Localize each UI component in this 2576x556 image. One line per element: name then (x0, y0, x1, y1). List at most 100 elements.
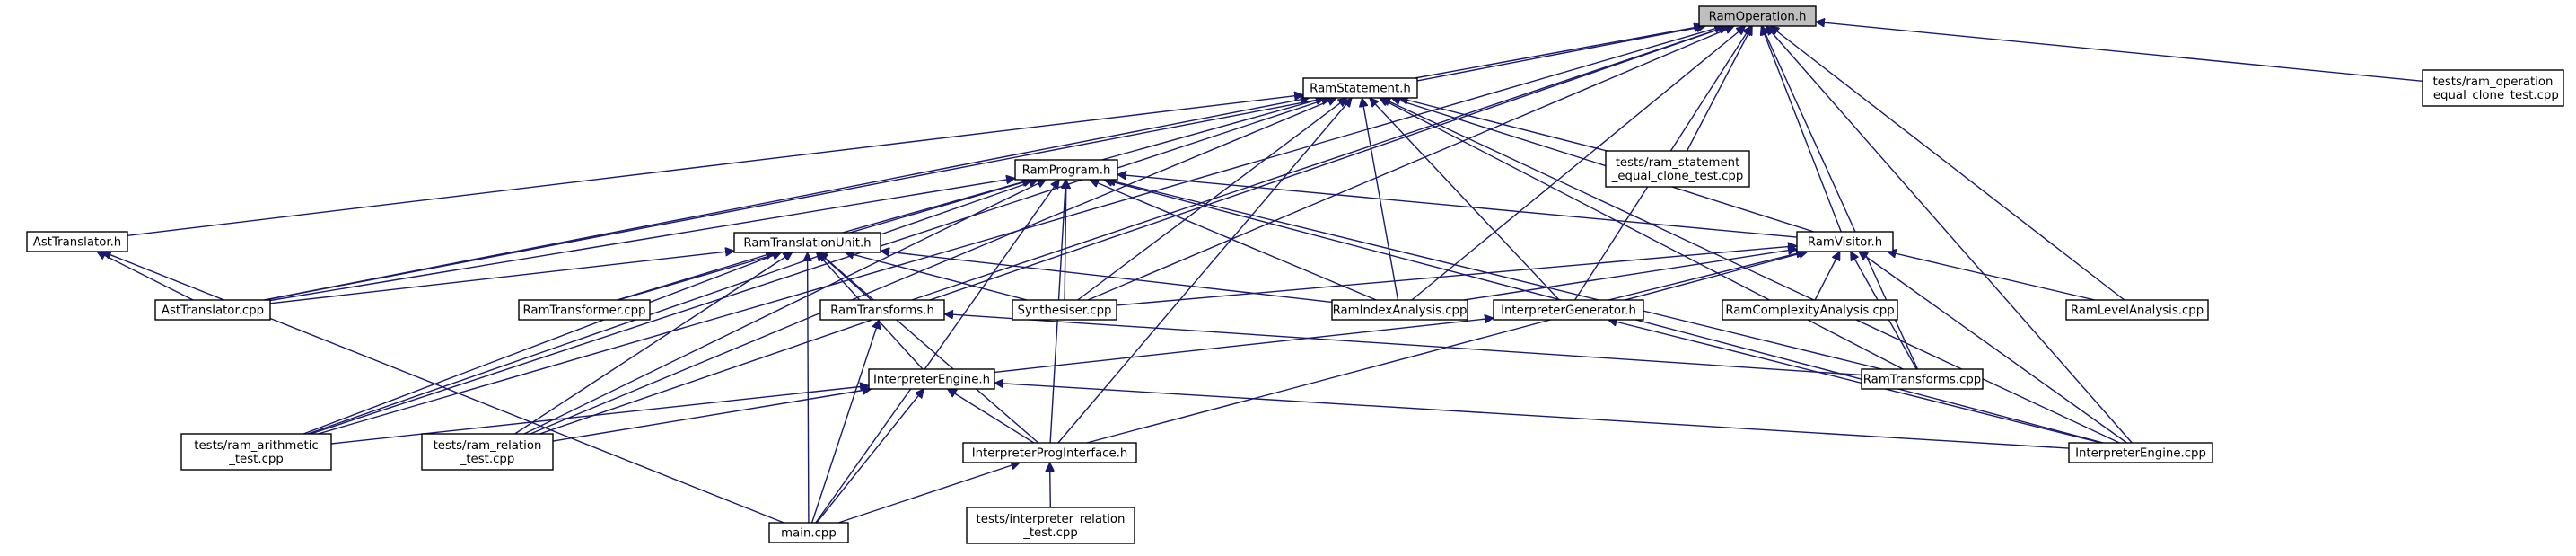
node-label: tests/interpreter_relation (977, 513, 1126, 526)
node-label: _equal_clone_test.cpp (2426, 89, 2559, 102)
node-label: RamComplexityAnalysis.cpp (1725, 304, 1894, 318)
node-ram-transforms-cpp[interactable]: RamTransforms.cpp (1861, 368, 1984, 390)
node-label: InterpreterEngine.cpp (2075, 447, 2206, 461)
node-tests-interpreter-relation-test-cpp[interactable]: tests/interpreter_relation_test.cpp (966, 507, 1135, 544)
node-label: RamIndexAnalysis.cpp (1333, 304, 1468, 318)
node-ast-translator-cpp[interactable]: AstTranslator.cpp (154, 299, 271, 321)
node-tests-ram-operation-equal-clone-test-cpp[interactable]: tests/ram_operation_equal_clone_test.cpp (2422, 69, 2564, 107)
node-label: _test.cpp (1022, 526, 1078, 540)
edge-tests-ram-relation-test-cpp-to-ram-operation-h (539, 26, 1729, 435)
node-box (1302, 77, 1418, 99)
node-ram-visitor-h[interactable]: RamVisitor.h (1796, 231, 1894, 252)
node-label: _equal_clone_test.cpp (1611, 170, 1744, 183)
edge-tests-ram-relation-test-cpp-to-ram-translation-unit-h (514, 252, 793, 435)
node-label: RamVisitor.h (1808, 236, 1882, 250)
node-label: tests/ram_operation (2432, 75, 2553, 89)
node-label: AstTranslator.cpp (162, 304, 264, 318)
edge-tests-ram-arithmetic-test-cpp-to-interpreter-engine-h (330, 386, 869, 445)
edge-ram-transforms-cpp-to-ram-program-h (1107, 180, 1882, 370)
node-interpreter-engine-h[interactable]: InterpreterEngine.h (868, 368, 995, 390)
node-box (1796, 231, 1894, 252)
edge-main-cpp-to-ast-translator-h (102, 252, 784, 524)
node-box (1722, 299, 1898, 321)
edge-main-cpp-to-ram-program-h (815, 180, 1059, 524)
node-label: RamStatement.h (1310, 83, 1411, 96)
node-ram-level-analysis-cpp[interactable]: RamLevelAnalysis.cpp (2065, 299, 2209, 321)
node-label: RamLevelAnalysis.cpp (2071, 304, 2204, 318)
node-label: tests/ram_relation (434, 439, 542, 453)
node-box (1605, 150, 1750, 188)
node-ram-operation-h[interactable]: RamOperation.h (1698, 5, 1817, 27)
node-interpreter-engine-cpp[interactable]: InterpreterEngine.cpp (2068, 442, 2213, 463)
edge-ast-translator-h-to-ram-statement-h (127, 95, 1303, 236)
edge-ram-visitor-h-to-ram-statement-h (1391, 98, 1815, 233)
node-main-cpp[interactable]: main.cpp (768, 522, 849, 543)
edge-ram-index-analysis-cpp-to-ram-operation-h (1411, 26, 1746, 301)
edge-ram-index-analysis-cpp-to-ram-visitor-h (1464, 249, 1797, 301)
node-label: RamTransformer.cpp (522, 304, 645, 318)
node-box (966, 507, 1135, 544)
edge-ram-index-analysis-cpp-to-ram-translation-unit-h (881, 251, 1333, 304)
node-label: tests/ram_arithmetic (194, 439, 318, 453)
edge-interpreter-generator-h-to-ram-statement-h (1370, 98, 1560, 301)
edge-interpreter-engine-cpp-to-interpreter-generator-h (1608, 320, 2102, 444)
edge-synthesiser-cpp-to-ram-translation-unit-h (846, 252, 1028, 301)
edge-ram-transformer-cpp-to-ram-translation-unit-h (617, 252, 775, 301)
node-label: InterpreterEngine.h (873, 374, 990, 387)
edge-interpreter-prog-interface-h-to-ram-translation-unit-h (819, 252, 1039, 444)
edge-synthesiser-cpp-to-ram-program-h (1065, 180, 1066, 301)
node-synthesiser-cpp[interactable]: Synthesiser.cpp (1012, 299, 1117, 321)
edge-tests-ram-arithmetic-test-cpp-to-ram-statement-h (310, 98, 1330, 435)
edge-ast-translator-cpp-to-ram-program-h (269, 178, 1015, 302)
edge-synthesiser-cpp-to-ram-statement-h (1077, 98, 1347, 301)
node-box (2422, 69, 2564, 107)
node-interpreter-prog-interface-h[interactable]: InterpreterProgInterface.h (962, 442, 1137, 463)
node-ram-complexity-analysis-cpp[interactable]: RamComplexityAnalysis.cpp (1722, 299, 1898, 321)
node-label: RamProgram.h (1022, 164, 1111, 178)
edge-interpreter-prog-interface-h-to-interpreter-engine-h (948, 388, 1035, 444)
edge-interpreter-prog-interface-h-to-ram-statement-h (1057, 98, 1352, 444)
edge-tests-ram-operation-equal-clone-test-cpp-to-ram-operation-h (1816, 22, 2423, 82)
edge-interpreter-engine-cpp-to-interpreter-engine-h (994, 383, 2070, 449)
edge-ram-statement-h-to-ram-operation-h (1415, 26, 1703, 79)
edge-synthesiser-cpp-to-ram-operation-h (1087, 26, 1734, 301)
node-box (2065, 299, 2209, 321)
edge-tests-ram-arithmetic-test-cpp-to-ram-program-h (307, 180, 1038, 435)
edge-ast-translator-cpp-to-ram-statement-h (263, 98, 1310, 301)
node-label: RamOperation.h (1709, 11, 1807, 24)
node-tests-ram-relation-test-cpp[interactable]: tests/ram_relation_test.cpp (421, 433, 554, 471)
node-tests-ram-statement-equal-clone-test-cpp[interactable]: tests/ram_statement_equal_clone_test.cpp (1605, 150, 1750, 188)
node-box (868, 368, 995, 390)
edge-ram-visitor-h-to-ram-program-h (1117, 174, 1798, 238)
node-label: RamTransforms.h (830, 304, 934, 318)
edge-tests-interpreter-relation-test-cpp-to-interpreter-prog-interface-h (1050, 463, 1051, 508)
edge-main-cpp-to-interpreter-engine-h (816, 389, 924, 524)
edge-main-cpp-to-interpreter-prog-interface-h (837, 463, 1020, 524)
edge-interpreter-engine-cpp-to-ram-operation-h (1766, 26, 2133, 444)
node-interpreter-generator-h[interactable]: InterpreterGenerator.h (1493, 299, 1644, 321)
node-ram-translation-unit-h[interactable]: RamTranslationUnit.h (733, 232, 881, 253)
node-box (1493, 299, 1644, 321)
node-tests-ram-arithmetic-test-cpp[interactable]: tests/ram_arithmetic_test.cpp (180, 433, 332, 471)
node-box (733, 232, 881, 253)
node-ram-transforms-h[interactable]: RamTransforms.h (819, 299, 945, 321)
node-ram-statement-h[interactable]: RamStatement.h (1302, 77, 1418, 99)
node-label: _test.cpp (460, 453, 515, 466)
node-label: Synthesiser.cpp (1018, 304, 1112, 318)
edge-tests-ram-relation-test-cpp-to-interpreter-engine-h (552, 389, 872, 442)
node-ram-program-h[interactable]: RamProgram.h (1014, 159, 1118, 181)
edge-ram-transforms-cpp-to-ram-operation-h (1762, 26, 1919, 370)
node-label: RamTransforms.cpp (1863, 374, 1982, 387)
node-box (154, 299, 271, 321)
edge-ram-level-analysis-cpp-to-ram-operation-h (1770, 26, 2125, 301)
edge-tests-ram-statement-equal-clone-test-cpp-to-ram-operation-h (1686, 26, 1753, 152)
node-ast-translator-h[interactable]: AstTranslator.h (26, 231, 128, 252)
file-nodes: RamOperation.h RamStatement.h tests/ram_op… (26, 5, 2564, 544)
node-box (1698, 5, 1817, 27)
edge-ram-visitor-h-to-ram-operation-h (1761, 26, 1842, 233)
edge-tests-ram-statement-equal-clone-test-cpp-to-ram-statement-h (1399, 98, 1608, 152)
node-box (2068, 442, 2213, 463)
node-ram-transformer-cpp[interactable]: RamTransformer.cpp (518, 299, 651, 321)
node-ram-index-analysis-cpp[interactable]: RamIndexAnalysis.cpp (1331, 299, 1468, 321)
